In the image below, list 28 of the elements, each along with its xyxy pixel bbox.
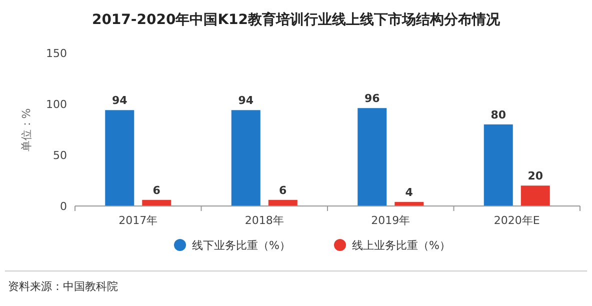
y-tick-label: 100: [46, 98, 67, 111]
y-axis-title: 单位：%: [20, 108, 33, 152]
x-tick-label: 2017年: [118, 214, 158, 227]
chart-title: 2017-2020年中国K12教育培训行业线上线下市场结构分布情况: [92, 11, 502, 28]
text: 资料来源：中国教科院: [8, 280, 118, 293]
x-tick-label: 2018年: [244, 214, 284, 227]
y-tick-label: 0: [60, 200, 67, 213]
y-tick-label: 150: [46, 47, 67, 60]
data-label: 96: [364, 92, 380, 106]
bar: [268, 200, 298, 206]
bar: [484, 124, 513, 206]
data-label: 20: [528, 170, 544, 183]
data-label: 6: [152, 184, 161, 197]
x-tick-label: 2019年: [371, 214, 410, 227]
x-tick-label: 2020年E: [494, 214, 540, 227]
legend-label: 线上业务比重（%）: [352, 239, 450, 252]
data-label: 4: [405, 186, 414, 199]
data-label: 80: [490, 108, 506, 122]
bar: [105, 110, 134, 206]
legend-label: 线下业务比重（%）: [192, 239, 290, 252]
bar: [231, 110, 260, 206]
bar: [358, 108, 387, 206]
data-label: 94: [112, 94, 128, 108]
y-tick-label: 50: [53, 149, 67, 162]
data-label: 6: [279, 184, 288, 197]
bar: [520, 186, 550, 206]
bar: [142, 200, 172, 206]
data-label: 94: [238, 94, 254, 108]
